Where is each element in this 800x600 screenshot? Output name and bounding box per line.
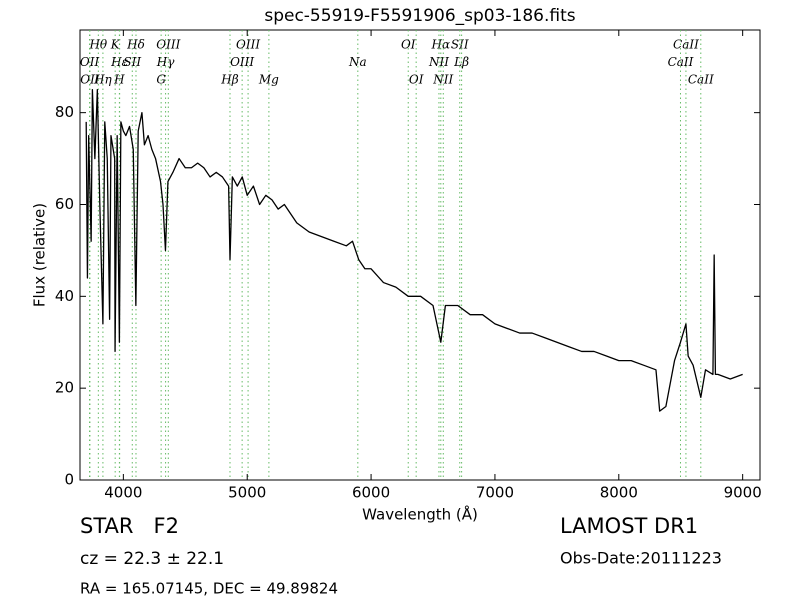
annotation-label: Hβ (220, 73, 238, 87)
x-tick-label: 8000 (600, 484, 638, 502)
annotation-label: CaII (688, 73, 714, 87)
annotation-label: Hδ (126, 38, 145, 52)
y-tick-label: 20 (55, 379, 74, 397)
y-axis-label: Flux (relative) (31, 203, 49, 307)
annotation-label: OI (401, 38, 416, 52)
annotation-label: OIII (230, 55, 254, 69)
x-tick-label: 4000 (104, 484, 142, 502)
annotation-label: Hθ (88, 38, 107, 52)
plot-area (79, 29, 761, 481)
info-text: RA = 165.07145, DEC = 49.89824 (80, 580, 338, 598)
chart-title: spec-55919-F5591906_sp03-186.fits (264, 6, 575, 26)
y-tick-label: 0 (64, 471, 74, 489)
info-text: cz = 22.3 ± 22.1 (80, 549, 224, 569)
info-text: Obs-Date:20111223 (560, 549, 722, 568)
annotation-label: NII (432, 73, 453, 87)
annotation-label: OI (409, 73, 424, 87)
y-tick-label: 40 (55, 287, 74, 305)
annotation-label: Na (348, 55, 367, 69)
annotation-label: NII (428, 55, 449, 69)
annotation-label: OIII (156, 38, 180, 52)
annotation-label: Mg (258, 73, 279, 87)
annotation-label: Hγ (156, 55, 175, 69)
annotation-label: K (110, 38, 121, 52)
x-tick-label: 5000 (228, 484, 266, 502)
annotation-label: OII (80, 73, 100, 87)
annotation-label: Hα (431, 38, 451, 52)
spectrum-line (85, 89, 743, 412)
info-text: LAMOST DR1 (560, 514, 698, 538)
x-tick-label: 9000 (724, 484, 762, 502)
annotation-label: SII (123, 55, 141, 69)
info-text: STAR F2 (80, 514, 179, 538)
annotation-label: CaII (673, 38, 699, 52)
x-tick-label: 6000 (352, 484, 390, 502)
y-tick-label: 80 (55, 103, 74, 121)
x-tick-label: 7000 (476, 484, 514, 502)
annotation-label: CaII (668, 55, 694, 69)
x-axis-label: Wavelength (Å) (362, 505, 478, 524)
annotation-label: Lβ (453, 55, 469, 69)
annotation-label: H (113, 73, 125, 87)
annotation-label: OIII (236, 38, 260, 52)
annotation-label: SII (451, 38, 469, 52)
y-tick-label: 60 (55, 195, 74, 213)
annotation-label: Hη (93, 73, 112, 87)
annotation-label: G (156, 73, 166, 87)
